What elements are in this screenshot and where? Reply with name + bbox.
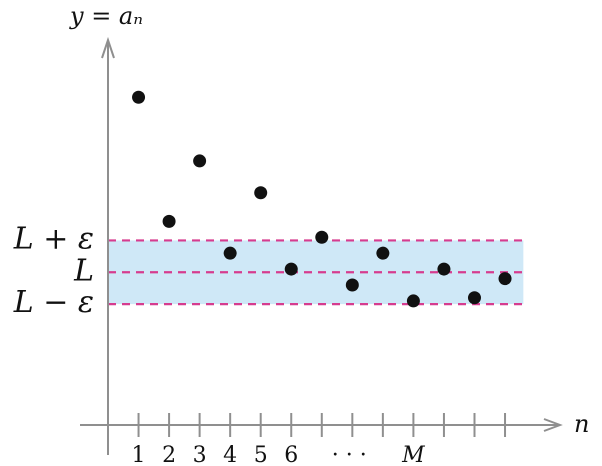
data-point-6 (284, 262, 298, 276)
data-point-9 (376, 246, 390, 260)
upper-bound-label: L + ε (13, 221, 94, 256)
data-point-3 (193, 154, 207, 168)
data-point-10 (406, 294, 420, 308)
data-point-8 (345, 278, 359, 292)
data-point-7 (315, 230, 329, 244)
data-point-12 (467, 291, 481, 305)
y-axis-arrow (101, 36, 115, 59)
limit-label: L (73, 253, 94, 288)
points-group (132, 90, 512, 308)
labels-group: y = aₙ n L + εLL − ε 1 2 3 4 5 6 · · · M (13, 2, 590, 466)
x-tick-label-3: 3 (193, 443, 207, 466)
axes-group (80, 36, 563, 455)
lower-bound-label: L − ε (13, 285, 94, 320)
x-tick-label-2: 2 (162, 443, 176, 466)
x-tick-label-8: M (401, 443, 425, 466)
x-axis-label: n (574, 410, 589, 438)
x-tick-label-5: 5 (254, 443, 268, 466)
data-point-2 (162, 214, 176, 228)
data-point-13 (498, 272, 512, 286)
y-axis-label: y = aₙ (69, 2, 143, 30)
x-tick-label-4: 4 (223, 443, 237, 466)
data-point-4 (223, 246, 237, 260)
x-axis-arrow (543, 418, 563, 432)
band-group (108, 239, 524, 306)
data-point-11 (437, 262, 451, 276)
x-tick-label-7: · · · (332, 443, 367, 466)
x-tick-label-1: 1 (132, 443, 146, 466)
data-point-1 (132, 90, 146, 104)
data-point-5 (254, 186, 268, 200)
x-tick-label-6: 6 (284, 443, 298, 466)
epsilon-band (108, 240, 524, 305)
